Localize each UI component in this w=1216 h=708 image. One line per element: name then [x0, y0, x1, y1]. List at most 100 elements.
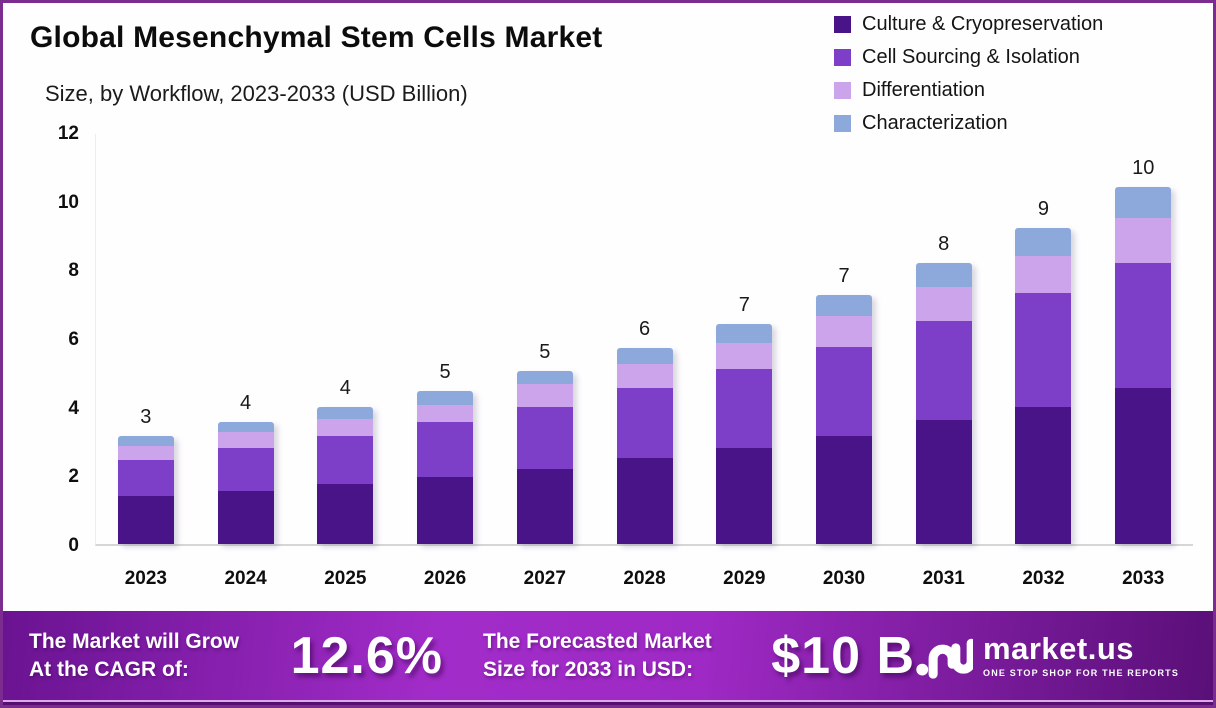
bar-segment — [317, 418, 374, 436]
cagr-label-line1: The Market will Grow — [29, 630, 240, 654]
x-axis-label: 2024 — [224, 568, 267, 589]
bar-segment — [117, 459, 174, 496]
bars: 3 2023 4 2024 4 2025 5 2026 5 2027 6 2028 7 2029 7 2030… — [96, 134, 1193, 589]
bar-segment — [217, 490, 274, 544]
bar-segment — [616, 348, 673, 364]
bar-stack — [317, 406, 374, 544]
bar-stack — [716, 324, 773, 544]
marketus-logo: market.us ONE STOP SHOP FOR THE REPORTS — [915, 632, 1179, 680]
bar-segment — [915, 320, 972, 421]
x-axis-label: 2030 — [822, 568, 866, 589]
bar-stack — [1015, 228, 1072, 544]
bar-total-label: 7 — [738, 294, 750, 317]
bar-group-2024: 4 2024 — [196, 134, 296, 589]
bar-stack — [117, 435, 174, 544]
bar-stack — [1115, 187, 1172, 544]
y-axis-tick: 8 — [68, 260, 79, 282]
legend: Culture & Cryopreservation Cell Sourcing … — [834, 11, 1103, 136]
y-axis-tick: 0 — [68, 535, 79, 556]
legend-item: Differentiation — [834, 77, 1103, 103]
legend-label: Characterization — [862, 111, 1008, 134]
x-axis-label: 2027 — [523, 568, 566, 589]
bar-group-2032: 9 2032 — [994, 134, 1094, 589]
cagr-label: The Market will Grow At the CAGR of: — [29, 628, 285, 683]
bar-group-2029: 7 2029 — [694, 134, 794, 589]
bar-group-2025: 4 2025 — [295, 134, 395, 589]
bar-stack — [616, 348, 673, 544]
x-axis-label: 2025 — [324, 568, 367, 589]
bar-segment — [816, 346, 872, 436]
legend-marker-icon — [834, 114, 851, 132]
bar-segment — [915, 420, 972, 544]
bar-stack — [516, 370, 573, 544]
plot-area: 3 2023 4 2024 4 2025 5 2026 5 2027 6 2028 7 2029 7 2030… — [95, 134, 1193, 589]
page-title: Global Mesenchymal Stem Cells Market — [30, 21, 603, 54]
bar-total-label: 10 — [1132, 157, 1155, 180]
bar-segment — [616, 387, 673, 459]
bar-group-2030: 7 2030 — [794, 134, 894, 589]
bottom-strip — [3, 700, 1213, 705]
bar-segment — [1015, 406, 1072, 544]
bar-segment — [716, 447, 773, 544]
bar-segment — [1115, 217, 1172, 263]
y-axis-tick: 6 — [68, 329, 79, 350]
legend-item: Culture & Cryopreservation — [834, 11, 1103, 37]
bar-segment — [417, 477, 474, 544]
bar-total-label: 5 — [439, 361, 451, 384]
x-axis-label: 2029 — [723, 568, 766, 589]
y-axis-tick: 4 — [68, 397, 79, 419]
forecast-label: The Forecasted Market Size for 2033 in U… — [483, 628, 765, 683]
cagr-label-line2: At the CAGR of: — [29, 657, 189, 681]
chart-region: Global Mesenchymal Stem Cells Market Siz… — [3, 3, 1213, 614]
page-subtitle: Size, by Workflow, 2023-2033 (USD Billio… — [45, 81, 468, 106]
bar-total-label: 7 — [838, 265, 850, 288]
logo-words: market.us ONE STOP SHOP FOR THE REPORTS — [983, 633, 1179, 678]
footer-banner: The Market will Grow At the CAGR of: 12.… — [3, 611, 1213, 700]
x-axis-label: 2026 — [423, 568, 467, 589]
legend-label: Culture & Cryopreservation — [862, 12, 1104, 35]
bar-total-label: 4 — [339, 376, 351, 399]
bar-segment — [117, 446, 174, 460]
bar-segment — [417, 391, 474, 405]
forecast-label-line1: The Forecasted Market — [483, 630, 712, 654]
bar-segment — [516, 468, 573, 544]
cagr-value: 12.6% — [290, 626, 444, 685]
legend-marker-icon — [834, 15, 851, 33]
bar-stack — [816, 295, 872, 544]
bar-segment — [117, 435, 174, 447]
bar-segment — [816, 315, 872, 347]
legend-label: Differentiation — [862, 78, 986, 101]
legend-marker-icon — [834, 81, 851, 99]
x-axis-label: 2032 — [1022, 568, 1065, 589]
bar-total-label: 9 — [1037, 198, 1050, 221]
bar-group-2028: 6 2028 — [595, 134, 695, 589]
bar-segment — [716, 324, 773, 344]
bar-total-label: 5 — [539, 340, 551, 363]
legend-item: Characterization — [834, 110, 1103, 136]
x-axis-label: 2031 — [922, 568, 965, 589]
bar-total-label: 4 — [240, 392, 252, 415]
x-axis-label: 2033 — [1122, 568, 1165, 589]
bar-total-label: 6 — [638, 318, 651, 341]
logo-tagline: ONE STOP SHOP FOR THE REPORTS — [983, 668, 1179, 678]
x-axis-label: 2028 — [623, 568, 666, 589]
legend-marker-icon — [834, 48, 851, 66]
bar-segment — [716, 343, 773, 369]
bar-segment — [1015, 255, 1072, 294]
bar-stack — [417, 391, 474, 544]
y-axis: 0 2 4 6 8 10 12 — [31, 3, 79, 614]
bar-total-label: 8 — [938, 232, 950, 255]
bar-segment — [1115, 187, 1172, 218]
forecast-value: $10 B — [771, 626, 916, 685]
bar-segment — [816, 435, 872, 544]
bar-stack — [217, 422, 274, 544]
legend-label: Cell Sourcing & Isolation — [862, 45, 1080, 68]
bar-stack — [915, 262, 972, 544]
bar-group-2027: 5 2027 — [495, 134, 595, 589]
bar-segment — [1015, 293, 1072, 407]
forecast-label-line2: Size for 2033 in USD: — [483, 657, 694, 681]
bar-segment — [516, 406, 573, 469]
bar-segment — [317, 435, 374, 484]
bar-group-2033: 10 2033 — [1093, 134, 1193, 589]
